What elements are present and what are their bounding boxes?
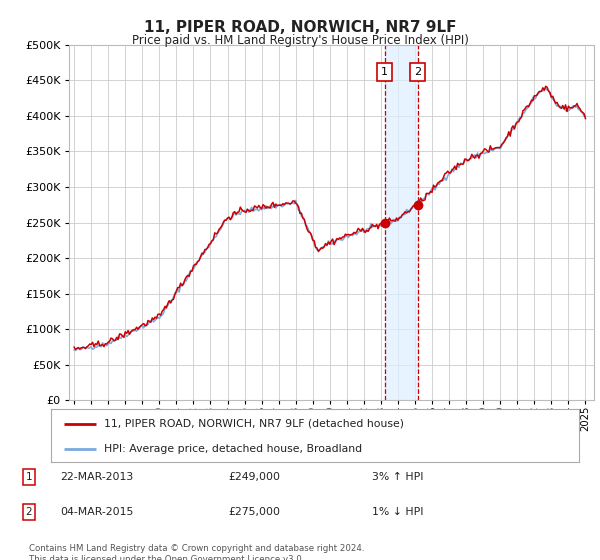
Text: Price paid vs. HM Land Registry's House Price Index (HPI): Price paid vs. HM Land Registry's House …	[131, 34, 469, 46]
Text: 04-MAR-2015: 04-MAR-2015	[60, 507, 133, 517]
Text: 1: 1	[381, 67, 388, 77]
Text: 2: 2	[415, 67, 421, 77]
Text: Contains HM Land Registry data © Crown copyright and database right 2024.
This d: Contains HM Land Registry data © Crown c…	[29, 544, 364, 560]
Text: 1: 1	[25, 472, 32, 482]
Text: £275,000: £275,000	[228, 507, 280, 517]
Text: 22-MAR-2013: 22-MAR-2013	[60, 472, 133, 482]
Text: 1% ↓ HPI: 1% ↓ HPI	[372, 507, 424, 517]
Text: £249,000: £249,000	[228, 472, 280, 482]
Text: 11, PIPER ROAD, NORWICH, NR7 9LF: 11, PIPER ROAD, NORWICH, NR7 9LF	[144, 20, 456, 35]
Bar	[385, 45, 418, 400]
Text: HPI: Average price, detached house, Broadland: HPI: Average price, detached house, Broa…	[104, 444, 362, 454]
Text: 2: 2	[25, 507, 32, 517]
Text: 3% ↑ HPI: 3% ↑ HPI	[372, 472, 424, 482]
Text: 11, PIPER ROAD, NORWICH, NR7 9LF (detached house): 11, PIPER ROAD, NORWICH, NR7 9LF (detach…	[104, 419, 404, 429]
